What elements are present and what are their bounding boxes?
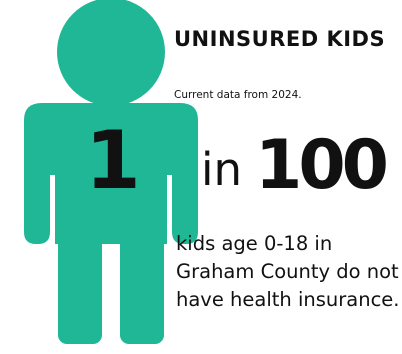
stat-denominator: 100: [255, 126, 389, 205]
stat-joiner: in: [201, 143, 243, 196]
heading: UNINSURED KIDS: [174, 27, 386, 51]
stat-numerator: 1: [85, 114, 141, 207]
subtitle: Current data from 2024.: [174, 89, 302, 101]
description: kids age 0-18 in Graham County do not ha…: [176, 232, 400, 311]
